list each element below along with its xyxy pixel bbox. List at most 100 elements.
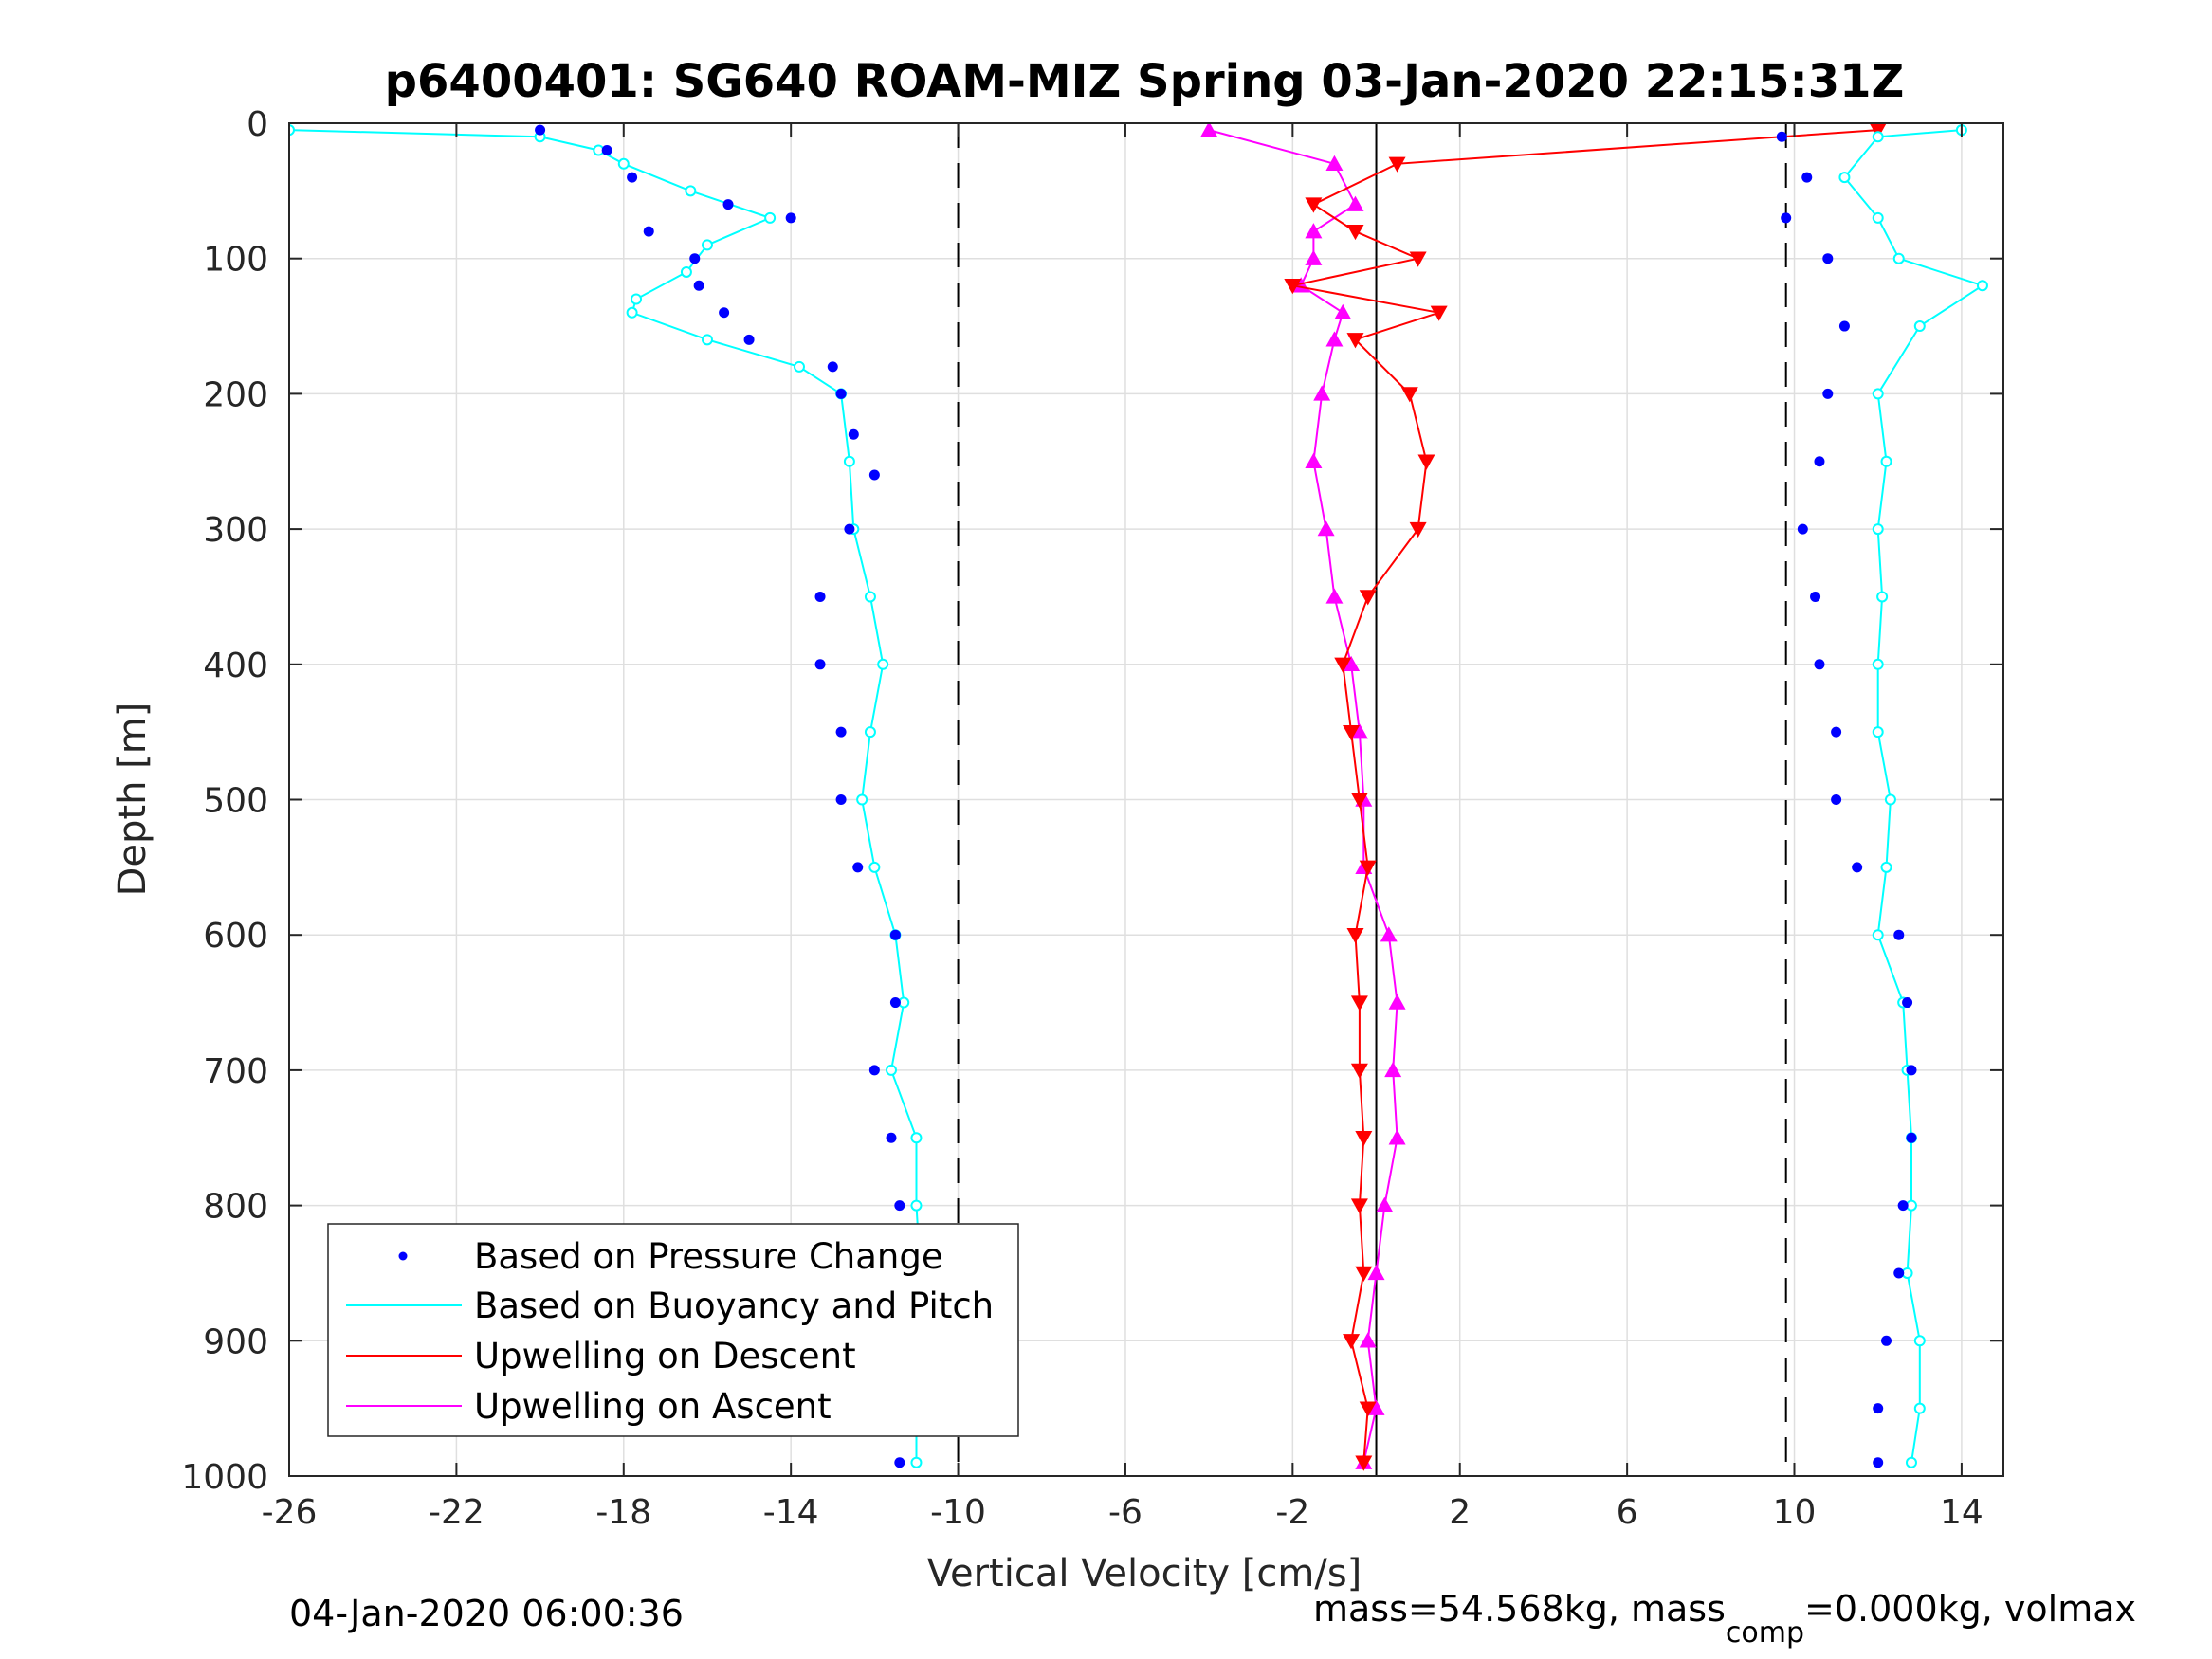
pressure-descent-point [689, 253, 701, 264]
pressure-descent-point [535, 124, 546, 136]
pressure-ascent-point [1781, 212, 1792, 224]
y-tick-label: 900 [203, 1322, 268, 1361]
buoyancy-descent-point [793, 360, 805, 373]
series-layer [289, 123, 1988, 1471]
x-tick-label: 14 [1940, 1493, 1983, 1532]
upwelling-descent-point [1346, 333, 1364, 349]
upwelling-descent-point [1409, 251, 1427, 267]
upwelling-descent-point [1346, 928, 1364, 944]
pressure-ascent-point [1906, 1065, 1917, 1076]
pressure-descent-point [719, 307, 730, 319]
upwelling-ascent-point [1384, 1061, 1402, 1078]
pressure-descent-point [835, 794, 847, 805]
x-tick-label: -10 [930, 1493, 986, 1532]
upwelling-ascent-point [1305, 249, 1323, 265]
x-axis-label: Vertical Velocity [cm/s] [927, 1552, 1362, 1595]
upwelling-ascent-point [1200, 123, 1218, 137]
upwelling-ascent-point [1313, 385, 1331, 401]
footer-mass-sub: comp [1726, 1616, 1804, 1650]
upwelling-descent-point [1355, 1455, 1373, 1471]
y-tick-label: 200 [203, 375, 268, 414]
buoyancy-descent-point [856, 793, 868, 806]
pressure-descent-point [848, 428, 859, 440]
pressure-ascent-point [1852, 862, 1863, 873]
buoyancy-ascent-point [1880, 861, 1892, 873]
pressure-descent-point [835, 388, 847, 399]
pressure-ascent-point [1873, 1403, 1884, 1414]
buoyancy-ascent-point [1838, 172, 1851, 184]
x-tick-label: -22 [429, 1493, 484, 1532]
upwelling-descent-point [1355, 1131, 1373, 1147]
y-tick-label: 400 [203, 647, 268, 685]
pressure-ascent-point [1902, 997, 1913, 1009]
pressure-descent-point [643, 226, 654, 237]
x-tick-label: -6 [1108, 1493, 1143, 1532]
upwelling-descent-point [1305, 197, 1323, 213]
buoyancy-ascent-point [1872, 211, 1884, 224]
buoyancy-descent-point [617, 157, 630, 170]
legend-box [327, 1223, 1019, 1437]
buoyancy-ascent-point [1876, 591, 1889, 603]
pressure-ascent-point [1873, 1457, 1884, 1468]
pressure-descent-point [722, 199, 734, 210]
pressure-descent-point [889, 997, 901, 1009]
buoyancy-ascent-point [1872, 131, 1884, 143]
upwelling-ascent-point [1334, 303, 1352, 319]
pressure-descent-point [844, 523, 855, 535]
buoyancy-descent-point [864, 591, 876, 603]
upwelling-ascent-point [1367, 1399, 1385, 1415]
y-tick-label: 500 [203, 782, 268, 821]
pressure-descent-point [852, 862, 864, 873]
pressure-ascent-point [1822, 253, 1834, 264]
upwelling-descent-point [1346, 224, 1364, 241]
upwelling-ascent-point [1359, 1332, 1377, 1348]
footer-date: 04-Jan-2020 06:00:36 [289, 1593, 684, 1634]
upwelling-descent-point [1343, 724, 1361, 741]
upwelling-ascent-point [1343, 655, 1361, 671]
upwelling-ascent-point [1350, 723, 1368, 739]
upwelling-descent-point [1284, 279, 1302, 295]
buoyancy-descent-point [877, 658, 889, 670]
buoyancy-ascent-point [1913, 320, 1926, 333]
y-axis-label: Depth [m] [111, 702, 155, 897]
upwelling-ascent-point [1346, 195, 1364, 211]
upwelling-descent-point [1400, 387, 1418, 403]
upwelling-ascent-point [1376, 1196, 1394, 1212]
upwelling-ascent-point [1380, 926, 1398, 942]
buoyancy-ascent-point [1872, 929, 1884, 941]
pressure-descent-point [814, 659, 826, 670]
y-tick-label: 600 [203, 917, 268, 956]
buoyancy-descent-point [910, 1132, 923, 1144]
footer-mass: mass=54.568kg, masscomp=0.000kg, volmax [1313, 1588, 2136, 1650]
buoyancy-descent-point [910, 1199, 923, 1212]
legend-marker-pressure [398, 1251, 408, 1261]
pressure-ascent-point [1906, 1132, 1917, 1143]
pressure-descent-point [827, 361, 838, 373]
pressure-ascent-point [1831, 726, 1842, 738]
buoyancy-descent-point [701, 334, 713, 346]
upwelling-ascent-point [1305, 223, 1323, 239]
legend-label-up-ascent: Upwelling on Ascent [474, 1386, 832, 1427]
pressure-descent-point [868, 1065, 880, 1076]
buoyancy-descent-point [680, 265, 692, 278]
upwelling-ascent-point [1325, 331, 1344, 347]
buoyancy-descent-point [910, 1456, 923, 1468]
buoyancy-ascent-point [1872, 726, 1884, 738]
pressure-descent-point [627, 172, 638, 183]
upwelling-ascent-point [1325, 155, 1344, 172]
buoyancy-ascent-point [1872, 388, 1884, 400]
pressure-descent-point [785, 212, 796, 224]
buoyancy-ascent-point [1913, 1402, 1926, 1414]
pressure-descent-point [601, 145, 612, 156]
upwelling-descent-point [1350, 793, 1368, 809]
chart-title: p6400401: SG640 ROAM-MIZ Spring 03-Jan-2… [385, 55, 1905, 108]
pressure-descent-point [868, 469, 880, 481]
upwelling-descent-point [1350, 1063, 1368, 1079]
pressure-descent-point [693, 280, 704, 291]
y-tick-label: 800 [203, 1188, 268, 1227]
upwelling-descent-point [1359, 590, 1377, 606]
y-tick-label: 1000 [181, 1458, 268, 1497]
buoyancy-descent-point [843, 455, 855, 467]
upwelling-ascent-point [1388, 1129, 1406, 1145]
y-tick-label: 300 [203, 511, 268, 550]
